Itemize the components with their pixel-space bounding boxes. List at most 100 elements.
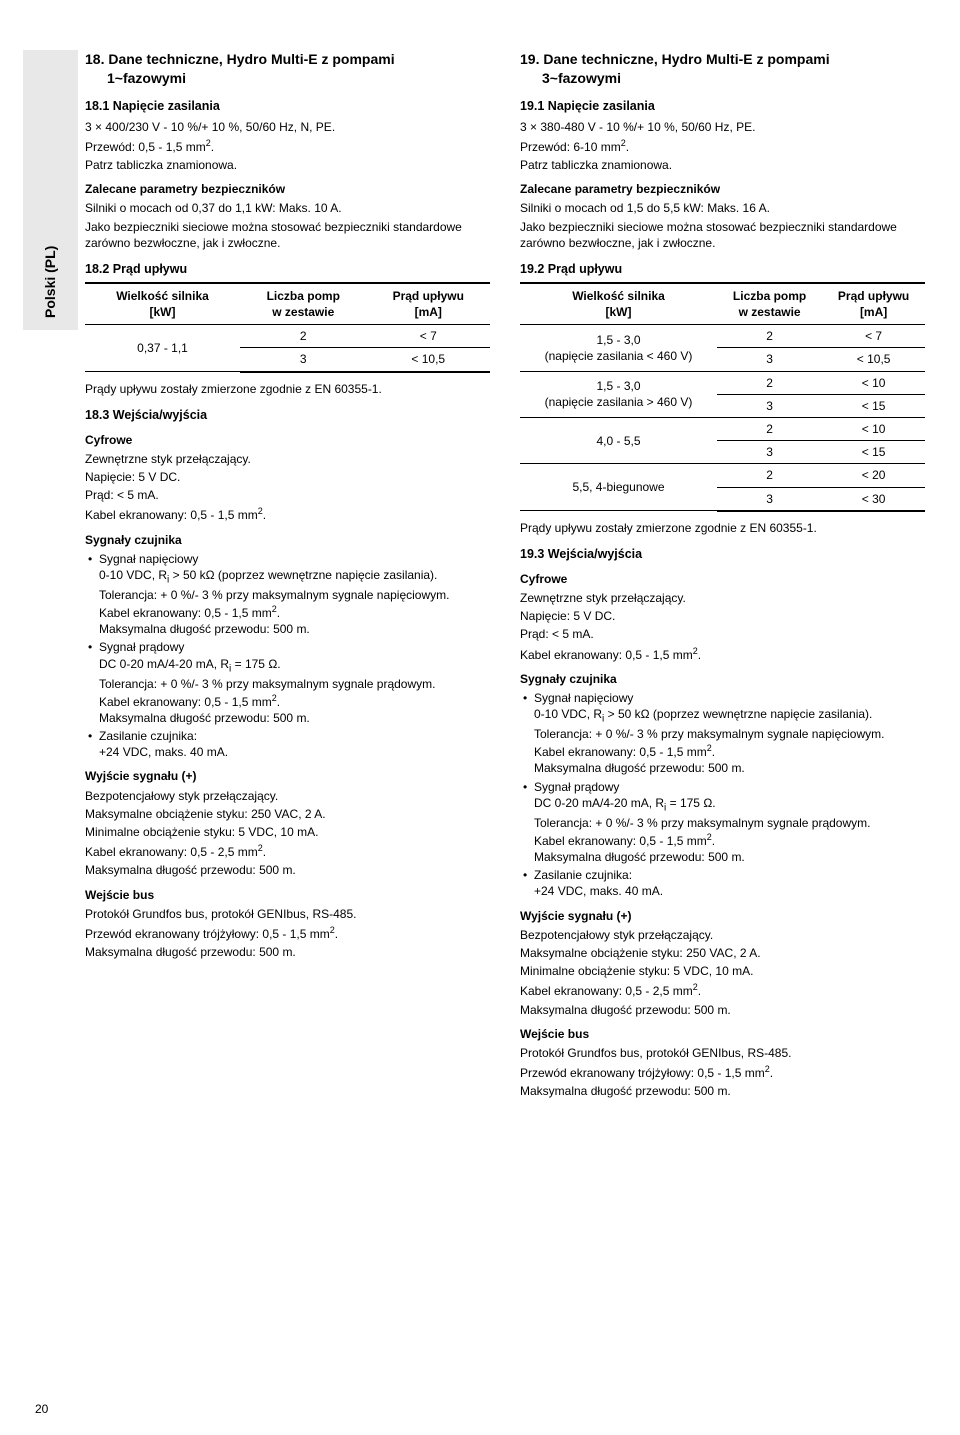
text: Minimalne obciążenie styku: 5 VDC, 10 mA… xyxy=(85,824,490,840)
text: 3 × 400/230 V - 10 %/+ 10 %, 50/60 Hz, N… xyxy=(85,119,490,135)
list-item: Sygnał prądowy DC 0-20 mA/4-20 mA, Ri = … xyxy=(520,779,925,866)
text-span: Zasilanie czujnika: xyxy=(99,729,197,743)
subheading: Wyjście sygnału (+) xyxy=(520,908,925,924)
text-span: Przewód: 6-10 mm xyxy=(520,140,621,154)
table-row: 0,37 - 1,1 2 < 7 xyxy=(85,325,490,348)
subheading: Cyfrowe xyxy=(85,432,490,448)
subheading: Wejście bus xyxy=(85,887,490,903)
text: Maksymalne obciążenie styku: 250 VAC, 2 … xyxy=(85,806,490,822)
subheading: Zalecane parametry bezpieczników xyxy=(520,181,925,197)
text: Napięcie: 5 V DC. xyxy=(520,608,925,624)
text: Maksymalne obciążenie styku: 250 VAC, 2 … xyxy=(520,945,925,961)
text-span: (napięcie zasilania < 460 V) xyxy=(545,349,693,363)
text: Prąd: < 5 mA. xyxy=(85,487,490,503)
h2-line1: 19. Dane techniczne, Hydro Multi-E z pom… xyxy=(520,51,830,67)
signal-list: Sygnał napięciowy 0-10 VDC, Ri > 50 kΩ (… xyxy=(520,690,925,900)
th-text: Prąd upływu xyxy=(393,289,464,303)
text-span: Sygnał napięciowy xyxy=(534,691,633,705)
text-span: Maksymalna długość przewodu: 500 m. xyxy=(534,761,745,775)
cell: 2 xyxy=(717,464,822,487)
cell: < 10,5 xyxy=(822,348,925,371)
text: Bezpotencjałowy styk przełączający. xyxy=(85,788,490,804)
cell: < 30 xyxy=(822,487,925,511)
leakage-table-left: Wielkość silnika[kW] Liczba pompw zestaw… xyxy=(85,282,490,373)
text: Kabel ekranowany: 0,5 - 1,5 mm2. xyxy=(520,645,925,663)
th1: Wielkość silnika[kW] xyxy=(85,283,240,325)
text: Maksymalna długość przewodu: 500 m. xyxy=(85,944,490,960)
text: Prądy upływu zostały zmierzone zgodnie z… xyxy=(85,381,490,397)
text-span: DC 0-20 mA/4-20 mA, R xyxy=(534,796,664,810)
text: Patrz tabliczka znamionowa. xyxy=(520,157,925,173)
subheading: Sygnały czujnika xyxy=(520,671,925,687)
leakage-table-right: Wielkość silnika[kW] Liczba pompw zestaw… xyxy=(520,282,925,512)
text: Przewód ekranowany trójżyłowy: 0,5 - 1,5… xyxy=(85,924,490,942)
text: Kabel ekranowany: 0,5 - 2,5 mm2. xyxy=(85,842,490,860)
text: Bezpotencjałowy styk przełączający. xyxy=(520,927,925,943)
text: Jako bezpieczniki sieciowe można stosowa… xyxy=(520,219,925,251)
text-span: Kabel ekranowany: 0,5 - 1,5 mm xyxy=(99,695,272,709)
text: Przewód ekranowany trójżyłowy: 0,5 - 1,5… xyxy=(520,1063,925,1081)
text: Prąd: < 5 mA. xyxy=(520,626,925,642)
text: Zewnętrzne styk przełączający. xyxy=(520,590,925,606)
text: Maksymalna długość przewodu: 500 m. xyxy=(85,862,490,878)
th-text: [mA] xyxy=(828,304,919,320)
th3: Prąd upływu[mA] xyxy=(822,283,925,325)
text-span: Kabel ekranowany: 0,5 - 1,5 mm xyxy=(534,745,707,759)
h2-line2: 1~fazowymi xyxy=(107,69,490,88)
section-19-heading: 19. Dane techniczne, Hydro Multi-E z pom… xyxy=(520,50,925,88)
text: Protokół Grundfos bus, protokół GENIbus,… xyxy=(520,1045,925,1061)
text: Protokół Grundfos bus, protokół GENIbus,… xyxy=(85,906,490,922)
text-span: Maksymalna długość przewodu: 500 m. xyxy=(534,850,745,864)
cell: < 10 xyxy=(822,371,925,394)
subheading: Wejście bus xyxy=(520,1026,925,1042)
text-span: Tolerancja: + 0 %/- 3 % przy maksymalnym… xyxy=(534,727,884,741)
section-18-heading: 18. Dane techniczne, Hydro Multi-E z pom… xyxy=(85,50,490,88)
cell: 5,5, 4-biegunowe xyxy=(520,464,717,511)
text: Zewnętrzne styk przełączający. xyxy=(85,451,490,467)
table-row: 4,0 - 5,5 2 < 10 xyxy=(520,417,925,440)
text-span: Maksymalna długość przewodu: 500 m. xyxy=(99,711,310,725)
heading-19-3: 19.3 Wejścia/wyjścia xyxy=(520,546,925,563)
text: Kabel ekranowany: 0,5 - 2,5 mm2. xyxy=(520,981,925,999)
text: Jako bezpieczniki sieciowe można stosowa… xyxy=(85,219,490,251)
th2: Liczba pompw zestawie xyxy=(717,283,822,325)
text-span: Zasilanie czujnika: xyxy=(534,868,632,882)
content-columns: 18. Dane techniczne, Hydro Multi-E z pom… xyxy=(85,50,925,1101)
text: Maksymalna długość przewodu: 500 m. xyxy=(520,1002,925,1018)
h2-line1: 18. Dane techniczne, Hydro Multi-E z pom… xyxy=(85,51,395,67)
text-span: Tolerancja: + 0 %/- 3 % przy maksymalnym… xyxy=(534,816,870,830)
cell: < 10 xyxy=(822,417,925,440)
cell: < 7 xyxy=(822,325,925,348)
th1: Wielkość silnika[kW] xyxy=(520,283,717,325)
subheading: Cyfrowe xyxy=(520,571,925,587)
heading-18-3: 18.3 Wejścia/wyjścia xyxy=(85,407,490,424)
text-span: Przewód ekranowany trójżyłowy: 0,5 - 1,5… xyxy=(520,1066,765,1080)
text: Przewód: 0,5 - 1,5 mm2. xyxy=(85,137,490,155)
text-span: Kabel ekranowany: 0,5 - 1,5 mm xyxy=(85,508,258,522)
cell: < 7 xyxy=(366,325,490,348)
cell: 3 xyxy=(717,394,822,417)
cell: 0,37 - 1,1 xyxy=(85,325,240,372)
text-span: Sygnał prądowy xyxy=(534,780,619,794)
text-span: 0-10 VDC, R xyxy=(534,707,602,721)
text-span: > 50 kΩ (poprzez wewnętrzne napięcie zas… xyxy=(169,568,437,582)
text-span: Kabel ekranowany: 0,5 - 1,5 mm xyxy=(520,648,693,662)
text: Prądy upływu zostały zmierzone zgodnie z… xyxy=(520,520,925,536)
text-span: Maksymalna długość przewodu: 500 m. xyxy=(99,622,310,636)
cell: 3 xyxy=(240,348,366,372)
cell: 1,5 - 3,0(napięcie zasilania < 460 V) xyxy=(520,325,717,371)
text: 3 × 380-480 V - 10 %/+ 10 %, 50/60 Hz, P… xyxy=(520,119,925,135)
cell: < 20 xyxy=(822,464,925,487)
cell: < 15 xyxy=(822,394,925,417)
subheading: Wyjście sygnału (+) xyxy=(85,768,490,784)
right-column: 19. Dane techniczne, Hydro Multi-E z pom… xyxy=(520,50,925,1101)
cell: 2 xyxy=(717,417,822,440)
th-text: w zestawie xyxy=(246,304,360,320)
list-item: Zasilanie czujnika: +24 VDC, maks. 40 mA… xyxy=(85,728,490,760)
th-text: Liczba pomp xyxy=(733,289,806,303)
cell: < 10,5 xyxy=(366,348,490,372)
text-span: 1,5 - 3,0 xyxy=(596,379,640,393)
table-row: 5,5, 4-biegunowe 2 < 20 xyxy=(520,464,925,487)
text: Kabel ekranowany: 0,5 - 1,5 mm2. xyxy=(85,505,490,523)
th3: Prąd upływu[mA] xyxy=(366,283,490,325)
